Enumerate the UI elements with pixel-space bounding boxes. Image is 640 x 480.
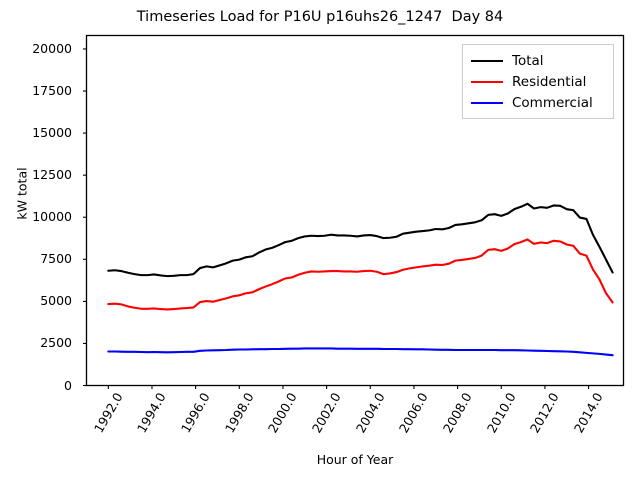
y-tick-label: 15000: [32, 125, 72, 141]
series-line-commercial: [107, 347, 614, 357]
x-axis-label: Hour of Year: [316, 452, 394, 467]
legend-item-total: Total: [471, 50, 605, 71]
y-tick-label: 0: [64, 377, 72, 393]
y-tick-label: 2500: [40, 335, 72, 351]
legend-label: Residential: [512, 73, 587, 90]
y-tick-label: 5000: [40, 293, 72, 309]
y-tick-label: 10000: [32, 209, 72, 225]
y-tick-label: 20000: [32, 40, 72, 56]
x-tick-marks: [107, 385, 590, 389]
legend-label: Commercial: [512, 94, 593, 111]
legend-swatch-icon: [471, 101, 503, 104]
series-line-total: [107, 202, 614, 278]
series-line-residential: [107, 238, 614, 311]
chart-title: Timeseries Load for P16U p16uhs26_1247 D…: [136, 9, 504, 25]
y-tick-marks: [83, 48, 87, 387]
y-tick-label: 7500: [40, 251, 72, 267]
y-tick-label: 12500: [32, 167, 72, 183]
legend-swatch-icon: [471, 80, 503, 83]
data-series-group: [107, 202, 614, 357]
legend: Total Residential Commercial: [462, 44, 614, 119]
legend-item-commercial: Commercial: [471, 92, 605, 113]
y-tick-label: 17500: [32, 83, 72, 99]
y-axis-label: kW total: [14, 167, 30, 220]
legend-item-residential: Residential: [471, 71, 605, 92]
legend-label: Total: [512, 52, 544, 69]
legend-swatch-icon: [471, 59, 503, 62]
